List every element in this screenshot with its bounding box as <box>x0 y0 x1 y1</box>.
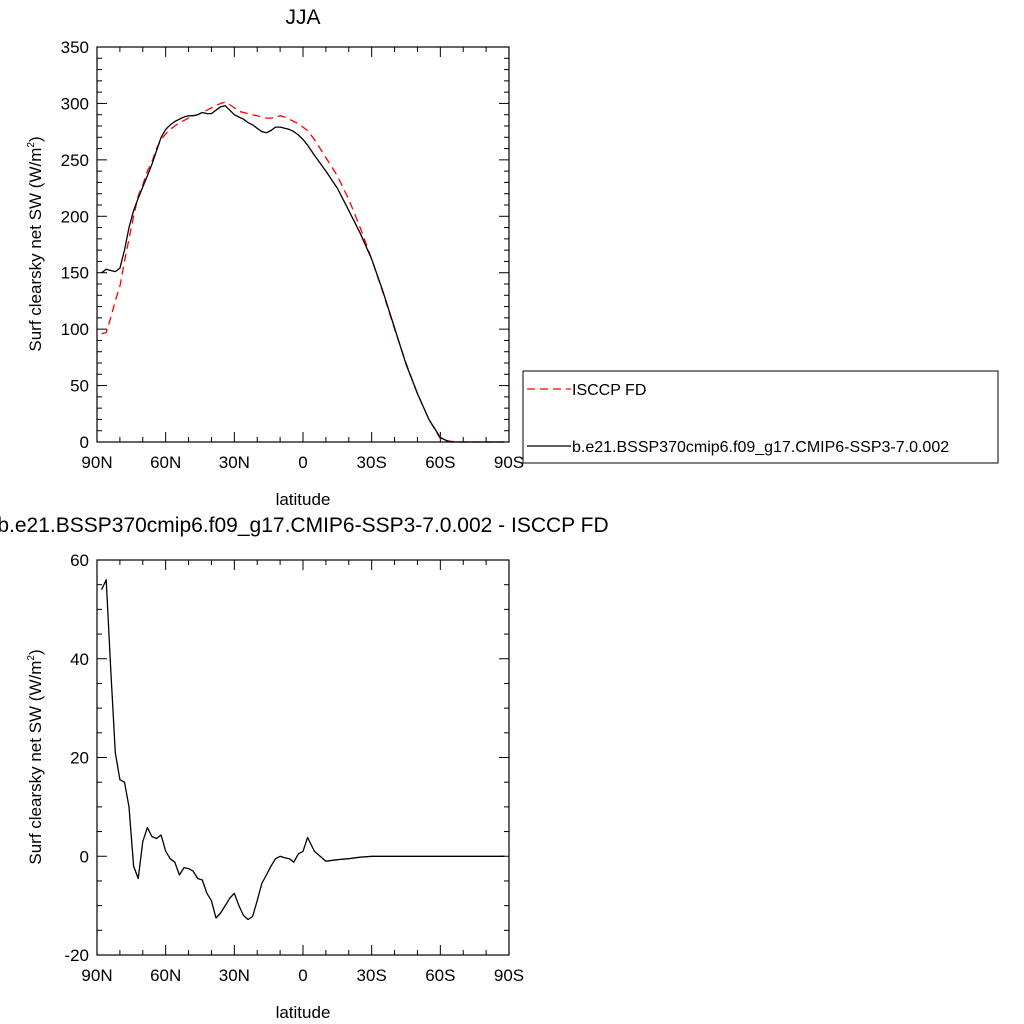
top-y-tick-label: 300 <box>61 94 89 113</box>
top-series-lines <box>101 101 505 443</box>
top-y-tick-label: 250 <box>61 151 89 170</box>
bottom-plot-frame <box>96 559 510 956</box>
top-plot-frame <box>96 46 510 443</box>
bottom-x-tick-label: 60N <box>150 966 181 985</box>
legend: ISCCP FD b.e21.BSSP370cmip6.f09_g17.CMIP… <box>522 370 999 464</box>
bottom-series-line-0 <box>101 579 505 921</box>
top-x-tick-label: 60N <box>150 453 181 472</box>
legend-label-isccp: ISCCP FD <box>572 382 646 399</box>
bottom-series-lines <box>101 579 505 921</box>
top-panel: JJA 90N 60N 30N 0 30S 60S 90S 0 50 100 150 200 250 30… <box>26 6 999 509</box>
top-y-tick-label: 350 <box>61 38 89 57</box>
bottom-x-tick-label: 30N <box>219 966 250 985</box>
legend-box <box>522 370 999 464</box>
top-y-tick-label: 150 <box>61 264 89 283</box>
top-x-tick-label: 30S <box>357 453 387 472</box>
top-chart-title: JJA <box>285 6 320 29</box>
bottom-y-tick-label: 0 <box>80 847 89 866</box>
bottom-x-tick-label: 90S <box>494 966 524 985</box>
top-x-tick-label: 90S <box>494 453 524 472</box>
bottom-y-tick-label: -20 <box>64 946 89 965</box>
top-y-tick-label: 50 <box>70 377 89 396</box>
top-x-tick-label: 90N <box>81 453 112 472</box>
bottom-x-tick-label: 0 <box>298 966 307 985</box>
bottom-x-tick-label: 30S <box>357 966 387 985</box>
bottom-y-axis-label: Surf clearsky net SW (W/m2) <box>26 649 45 864</box>
top-series-line-0 <box>101 101 505 443</box>
bottom-x-axis-label: latitude <box>276 1003 331 1022</box>
bottom-y-tick-label: 20 <box>70 749 89 768</box>
bottom-panel: b.e21.BSSP370cmip6.f09_g17.CMIP6-SSP3-7.… <box>0 514 609 1022</box>
bottom-x-tick-label: 60S <box>425 966 455 985</box>
bottom-y-tick-label: 60 <box>70 551 89 570</box>
top-y-tick-label: 200 <box>61 207 89 226</box>
bottom-ticks: 90N 60N 30N 0 30S 60S 90S -20 0 20 40 60 <box>64 551 524 985</box>
top-x-tick-label: 60S <box>425 453 455 472</box>
top-x-tick-label: 30N <box>219 453 250 472</box>
bottom-y-tick-label: 40 <box>70 650 89 669</box>
legend-label-model: b.e21.BSSP370cmip6.f09_g17.CMIP6-SSP3-7.… <box>572 439 949 456</box>
top-series-line-1 <box>101 105 505 443</box>
bottom-x-tick-label: 90N <box>81 966 112 985</box>
top-x-axis-label: latitude <box>276 490 331 509</box>
top-y-tick-label: 100 <box>61 320 89 339</box>
bottom-chart-title: b.e21.BSSP370cmip6.f09_g17.CMIP6-SSP3-7.… <box>0 514 609 537</box>
top-y-tick-label: 0 <box>80 433 89 452</box>
top-y-axis-label: Surf clearsky net SW (W/m2) <box>26 136 45 351</box>
top-ticks: 90N 60N 30N 0 30S 60S 90S 0 50 100 150 200 250 300 350 <box>61 38 525 472</box>
top-x-tick-label: 0 <box>298 453 307 472</box>
